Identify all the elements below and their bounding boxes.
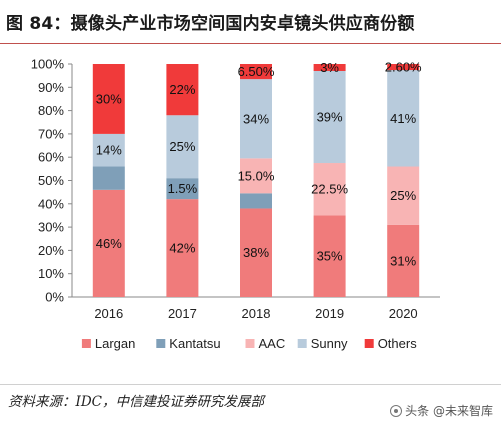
data-label: 22.5% [311,182,348,197]
data-label: 42% [169,241,195,256]
bar-segment-kantatsu [92,166,125,190]
figure-title: 图 84：摄像头产业市场空间国内安卓镜头供应商份额 [6,14,415,34]
bar-segment-aac [240,158,272,194]
data-label: 6.50% [238,64,275,79]
data-label: 14% [96,143,122,158]
footer-divider [0,384,501,385]
title-bar: 图 84：摄像头产业市场空间国内安卓镜头供应商份额 [0,0,501,44]
data-label: 3% [320,60,339,75]
x-tick-label: 2020 [389,306,418,321]
data-label: 31% [390,253,416,268]
watermark-logo-icon [390,404,403,417]
legend-swatch-others [364,339,374,348]
x-tick-label: 2017 [168,306,197,321]
data-label: 41% [390,111,416,126]
y-tick-label: 40% [38,196,64,211]
y-tick-label: 60% [38,150,64,165]
bar-segment-largan [240,208,272,297]
data-label: 34% [243,111,269,126]
data-label: 39% [317,110,343,125]
data-label: 15.0% [238,168,275,183]
legend-swatch-largan [81,339,91,348]
legend-swatch-aac [245,339,255,348]
y-tick-label: 0% [45,290,64,305]
legend-label: AAC [259,336,286,351]
data-label: 25% [169,139,195,154]
bar-segment-largan [92,189,125,297]
bar-segment-others [166,64,199,116]
bar-segment-others [387,64,420,71]
bar-segment-others [313,64,346,71]
data-label: 2.60% [385,60,422,75]
data-label: 46% [96,236,122,251]
data-label: 35% [317,249,343,264]
watermark-text: 头条 @未来智库 [405,404,493,418]
y-tick-label: 80% [38,103,64,118]
watermark: 头条 @未来智库 [390,402,493,419]
bar-segment-largan [387,224,420,297]
bar-segment-sunny [387,70,420,167]
y-tick-label: 70% [38,126,64,141]
bar-segment-aac [313,163,346,216]
y-tick-label: 10% [38,266,64,281]
bar-segment-sunny [92,133,125,167]
legend-label: Largan [95,336,135,351]
bar-segment-sunny [313,70,346,164]
y-tick-label: 30% [38,220,64,235]
stacked-bar-chart: 0% 10% 20% 30% 40% 50% 60% 70% 80% 90% 100% 46% 14% 3… [31,57,440,351]
bar-segment-aac [387,166,420,225]
y-tick-label: 100% [31,57,65,72]
bar-segment-sunny [166,115,199,179]
bar-segment-sunny [240,79,272,159]
data-label: 30% [96,91,122,106]
bar-segment-largan [313,215,346,297]
source-note: 资料来源：IDC，中信建投证券研究发展部 [8,394,264,410]
y-tick-label: 20% [38,243,64,258]
bar-segment-kantatsu [240,193,272,209]
legend-label: Kantatsu [169,336,220,351]
y-tick-label: 90% [38,80,64,95]
bar-segment-others [92,64,125,134]
x-tick-label: 2019 [315,306,344,321]
data-label: 38% [243,245,269,260]
bar-segment-others [240,64,272,80]
bar-segment-kantatsu [166,178,199,200]
x-tick-label: 2018 [242,306,271,321]
bar-segment-largan [166,199,199,297]
legend-label: Sunny [311,336,348,351]
y-tick-label: 50% [38,173,64,188]
data-label: 1.5% [168,181,198,196]
data-label: 25% [390,188,416,203]
data-label: 22% [169,82,195,97]
x-tick-label: 2016 [94,306,123,321]
legend-swatch-sunny [297,339,307,348]
legend-swatch-kantatsu [156,339,166,348]
legend-label: Others [378,336,418,351]
